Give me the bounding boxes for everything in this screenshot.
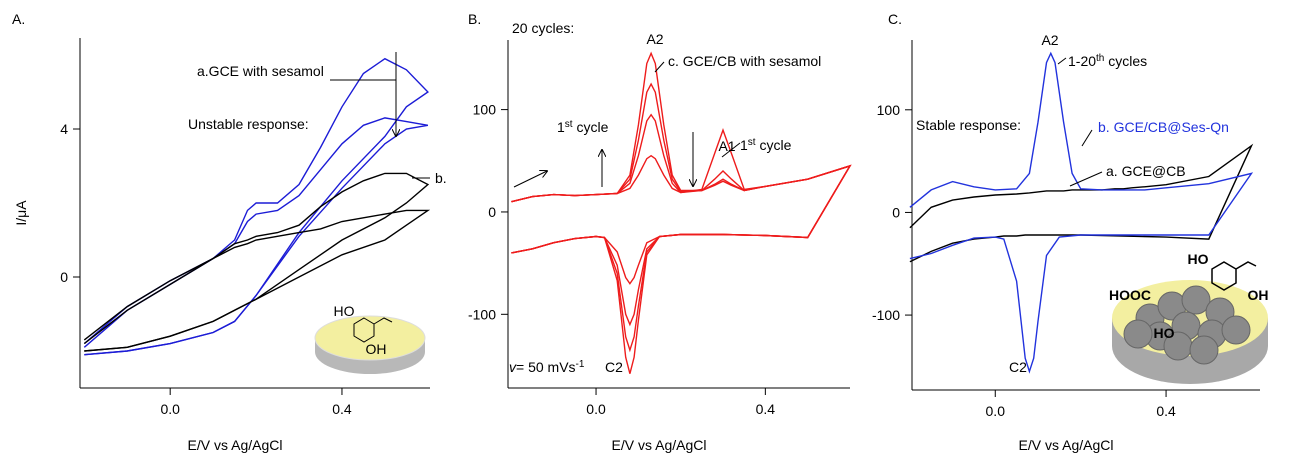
panel-label: B. bbox=[468, 11, 481, 27]
inset-label: HO bbox=[1154, 325, 1175, 341]
annotation-part: th bbox=[1096, 53, 1104, 64]
annotation: b. GCE/CB@Ses-Qn bbox=[1098, 119, 1229, 135]
plot bbox=[84, 59, 428, 355]
annotation: 20 cycles: bbox=[512, 20, 574, 36]
x-tick-label: 0.0 bbox=[586, 401, 606, 417]
panel-label: C. bbox=[888, 11, 902, 27]
figure: A. 0 4 0.0 0.4 E/V vs Ag/AgCl I/μA HO OH a.GCE wi… bbox=[0, 0, 1289, 457]
pointer bbox=[1058, 58, 1066, 64]
annotation: 1st cycle bbox=[740, 137, 792, 154]
annotation: C2 bbox=[605, 359, 623, 375]
inset-label: HO bbox=[1188, 251, 1209, 267]
annotation-part: a.GCE with sesamol bbox=[197, 63, 324, 79]
annotation-part: -1 bbox=[576, 359, 585, 370]
inset-label: HO bbox=[334, 303, 355, 319]
annotation-part: 20 cycles: bbox=[512, 20, 574, 36]
annotation: A1 bbox=[718, 138, 735, 154]
inset-label: OH bbox=[1248, 287, 1269, 303]
inset: HO OH bbox=[315, 303, 425, 374]
annotation: Stable response: bbox=[916, 117, 1021, 133]
x-tick-label: 0.4 bbox=[756, 401, 776, 417]
annotation-part: A2 bbox=[1041, 32, 1058, 48]
annotation: 1st cycle bbox=[557, 119, 609, 136]
cv-curve bbox=[511, 130, 850, 284]
annotation: A2 bbox=[1041, 32, 1058, 48]
plot bbox=[511, 53, 850, 373]
inset-label: OH bbox=[366, 341, 387, 357]
x-axis-title: E/V vs Ag/AgCl bbox=[188, 437, 283, 453]
annotation-part: 1 bbox=[740, 137, 748, 153]
y-tick-label: 100 bbox=[877, 102, 901, 118]
x-axis-title: E/V vs Ag/AgCl bbox=[1019, 437, 1114, 453]
annotation: a. GCE@CB bbox=[1106, 163, 1186, 179]
annotation-part: Unstable response: bbox=[188, 116, 309, 132]
x-tick-label: 0.4 bbox=[1156, 403, 1176, 419]
annotation-part: C2 bbox=[1009, 359, 1027, 375]
annotation: a.GCE with sesamol bbox=[197, 63, 324, 79]
annotation-part: = 50 mVs bbox=[516, 359, 576, 375]
cv-curve bbox=[511, 115, 850, 325]
cv-curve bbox=[511, 53, 850, 373]
inset: HO OH HOOC HO bbox=[1109, 251, 1269, 384]
y-tick-label: 4 bbox=[60, 121, 68, 137]
annotation-part: A1 bbox=[718, 138, 735, 154]
carbon-sphere bbox=[1222, 316, 1250, 344]
annotation-part: cycle bbox=[573, 119, 609, 135]
panel-label: A. bbox=[12, 11, 25, 27]
y-tick-label: 100 bbox=[473, 102, 497, 118]
annotation-part: cycle bbox=[756, 137, 792, 153]
inset-label: HOOC bbox=[1109, 287, 1151, 303]
annotation: v= 50 mVs-1 bbox=[509, 359, 585, 376]
annotation-part: b. GCE/CB@Ses-Qn bbox=[1098, 119, 1229, 135]
x-tick-label: 0.4 bbox=[332, 401, 352, 417]
annotation-part: 1 bbox=[557, 119, 565, 135]
pointer bbox=[1082, 130, 1092, 146]
annotation: 1-20th cycles bbox=[1068, 53, 1147, 70]
cv-curve bbox=[84, 59, 428, 355]
annotation-part: Stable response: bbox=[916, 117, 1021, 133]
y-tick-label: 0 bbox=[892, 204, 900, 220]
annotation-part: C2 bbox=[605, 359, 623, 375]
annotation-part: c. GCE/CB with sesamol bbox=[668, 53, 821, 69]
annotation-part: 1-20 bbox=[1068, 53, 1096, 69]
annotation: A2 bbox=[646, 31, 663, 47]
annotation: Unstable response: bbox=[188, 116, 309, 132]
y-tick-label: 0 bbox=[488, 204, 496, 220]
cv-curve bbox=[910, 146, 1252, 262]
y-tick-label: 0 bbox=[60, 269, 68, 285]
y-tick-label: -100 bbox=[872, 307, 900, 323]
annotation-part: a. GCE@CB bbox=[1106, 163, 1186, 179]
y-tick-label: -100 bbox=[468, 306, 496, 322]
x-tick-label: 0.0 bbox=[986, 403, 1006, 419]
annotation: c. GCE/CB with sesamol bbox=[668, 53, 821, 69]
carbon-sphere bbox=[1190, 336, 1218, 364]
annotation: b. bbox=[435, 170, 447, 186]
carbon-sphere bbox=[1124, 320, 1152, 348]
y-axis-title: I/μA bbox=[13, 200, 29, 226]
annotation-part: cycles bbox=[1104, 53, 1147, 69]
annotation-part: b. bbox=[435, 170, 447, 186]
pointer bbox=[514, 171, 547, 187]
x-tick-label: 0.0 bbox=[160, 401, 180, 417]
annotation-part: A2 bbox=[646, 31, 663, 47]
annotation: C2 bbox=[1009, 359, 1027, 375]
x-axis-title: E/V vs Ag/AgCl bbox=[612, 437, 707, 453]
